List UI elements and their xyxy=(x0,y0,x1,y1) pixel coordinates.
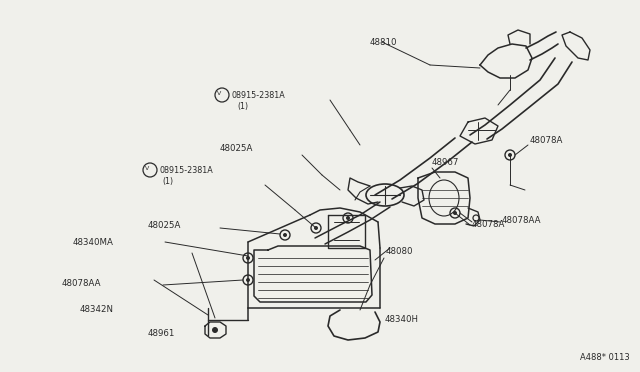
Text: 08915-2381A: 08915-2381A xyxy=(231,90,285,99)
Text: 48961: 48961 xyxy=(148,328,175,337)
Text: 48340H: 48340H xyxy=(385,315,419,324)
Text: A488* 0113: A488* 0113 xyxy=(580,353,630,362)
Text: 48967: 48967 xyxy=(432,157,460,167)
Text: V: V xyxy=(217,90,221,96)
Text: 08915-2381A: 08915-2381A xyxy=(159,166,212,174)
Circle shape xyxy=(508,153,512,157)
Circle shape xyxy=(246,256,250,260)
Circle shape xyxy=(212,327,218,333)
Circle shape xyxy=(314,226,318,230)
Text: 48025A: 48025A xyxy=(220,144,253,153)
Circle shape xyxy=(346,216,350,220)
Text: 48078AA: 48078AA xyxy=(62,279,102,288)
Text: V: V xyxy=(145,166,149,170)
Text: 48810: 48810 xyxy=(370,38,397,46)
Text: 48342N: 48342N xyxy=(80,305,114,314)
Text: 48078A: 48078A xyxy=(472,219,506,228)
Text: 48078A: 48078A xyxy=(530,135,563,144)
Text: (1): (1) xyxy=(162,176,173,186)
Circle shape xyxy=(283,233,287,237)
Text: (1): (1) xyxy=(237,102,248,110)
Circle shape xyxy=(246,278,250,282)
Text: 48080: 48080 xyxy=(386,247,413,257)
Text: 48078AA: 48078AA xyxy=(502,215,541,224)
Circle shape xyxy=(453,211,457,215)
Text: 48340MA: 48340MA xyxy=(73,237,114,247)
Text: 48025A: 48025A xyxy=(148,221,181,230)
